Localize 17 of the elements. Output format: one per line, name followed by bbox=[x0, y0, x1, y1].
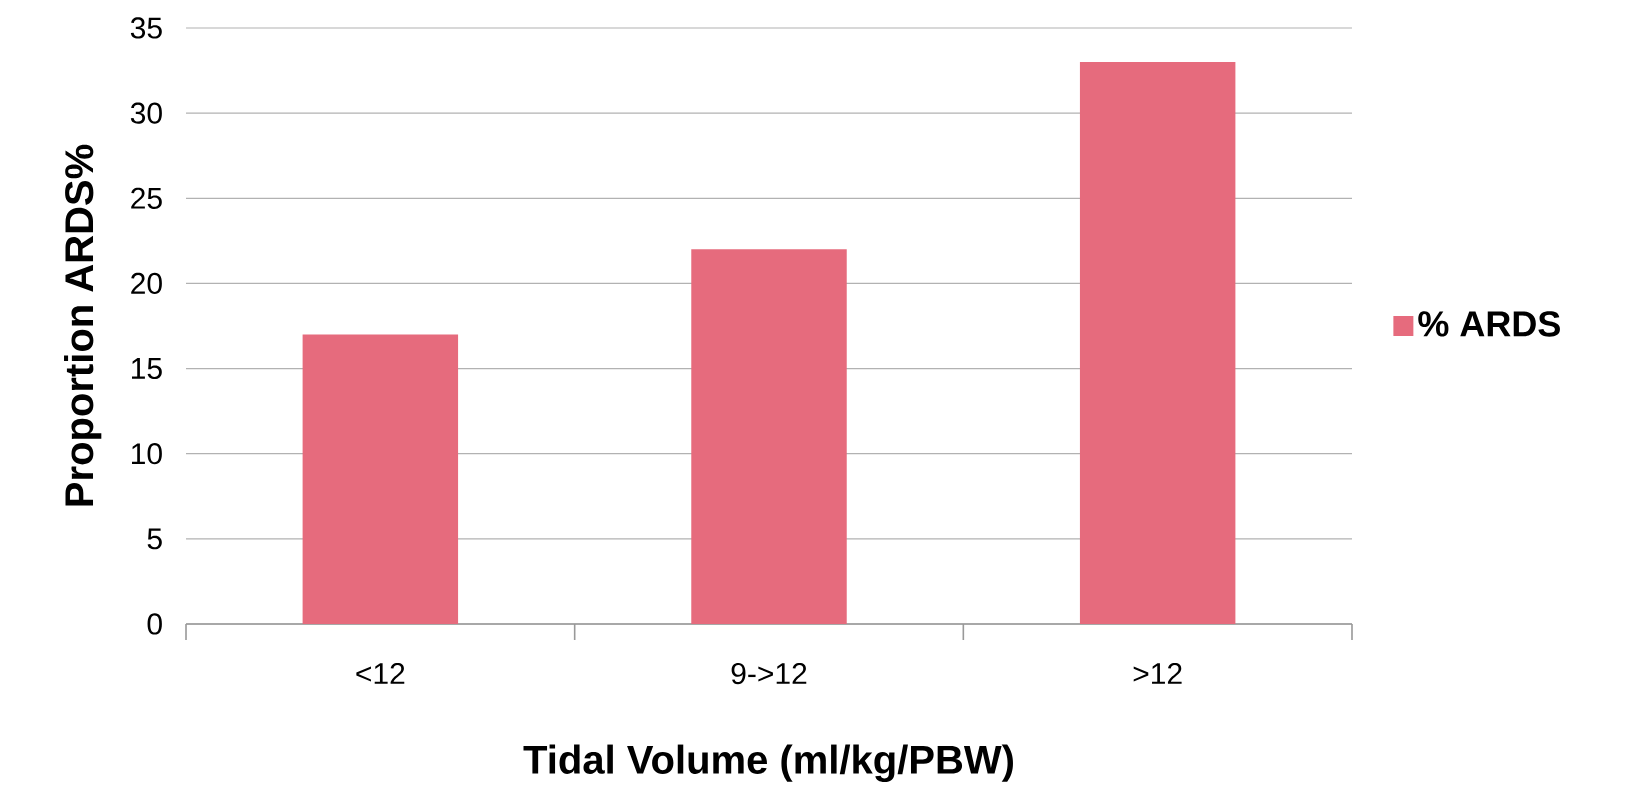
y-tick-label: 35 bbox=[130, 17, 162, 39]
y-tick-label: 10 bbox=[132, 443, 162, 465]
x-tick-label: >12 bbox=[1133, 662, 1182, 684]
x-axis-title: Tidal Volume (ml/kg/PBW) bbox=[523, 744, 1013, 783]
bar bbox=[302, 334, 459, 624]
y-tick-label: 15 bbox=[132, 358, 162, 380]
y-tick-label: 30 bbox=[130, 102, 162, 124]
x-tick-label: 9->12 bbox=[731, 662, 807, 685]
y-tick-label: 25 bbox=[131, 187, 162, 209]
y-axis-title: Proportion ARDS% bbox=[64, 144, 102, 506]
y-tick-label: 0 bbox=[147, 613, 162, 635]
bar bbox=[1079, 62, 1236, 624]
bar bbox=[691, 249, 847, 624]
y-tick-label: 5 bbox=[147, 528, 162, 550]
y-tick-label: 20 bbox=[131, 272, 162, 295]
x-tick-label: <12 bbox=[356, 662, 405, 684]
legend-label: % ARDS bbox=[1418, 311, 1560, 337]
